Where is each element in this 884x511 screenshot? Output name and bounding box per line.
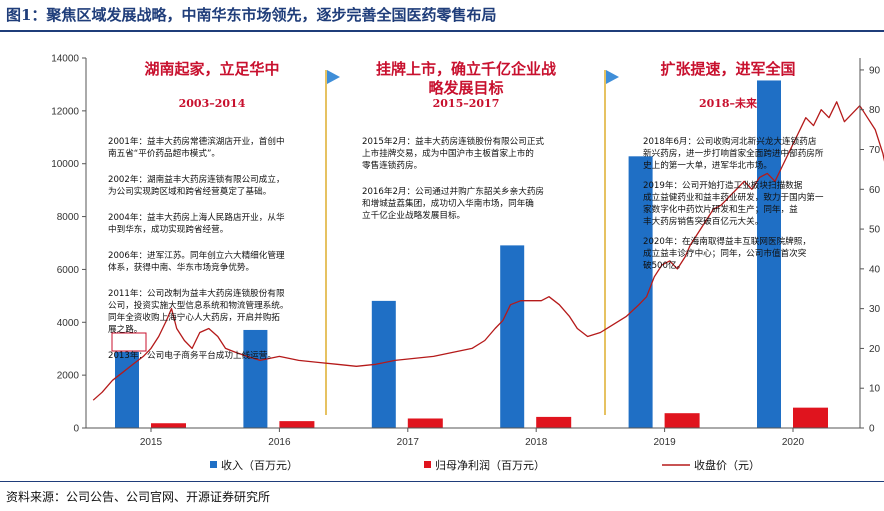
phase-1-note-4-line-1: 2006年：进军江苏。同年创立六大精细化管理 (108, 249, 285, 261)
phase-3-note-3-line-2: 成立益丰诊疗中心；同年，公司市值首次突 (643, 247, 807, 259)
phase-3-note-3-line-1: 2020年：在海南取得益丰互联网医院牌照， (643, 235, 811, 247)
net-profit-bar-2016 (279, 421, 315, 428)
phase-2-note-2-line-3: 立千亿企业战略发展目标。 (362, 209, 465, 221)
left-tick-label-7: 14000 (51, 54, 79, 65)
phase-1-note-5-line-4: 展之路。 (108, 323, 142, 335)
x-tick-label-2018: 2018 (525, 437, 548, 448)
legend-label-net-profit: 归母净利润（百万元） (435, 458, 545, 472)
legend-swatch-revenue (210, 461, 217, 468)
phase-1-note-4-line-2: 体系，获得中南、华东市场竞争优势。 (108, 261, 254, 273)
phase-range-1: 2003–2014 (179, 97, 246, 110)
right-tick-label-2: 20 (869, 344, 881, 355)
phase-1-note-1-line-2: 南五省“平价药品超市模式”。 (108, 147, 220, 159)
left-tick-label-5: 10000 (51, 159, 79, 170)
phase-1-note-2-line-1: 2002年：湖南益丰大药房连锁有限公司成立， (108, 173, 285, 185)
revenue-bar-2015 (115, 351, 139, 428)
phase-3-note-3-line-3: 破500亿。 (643, 259, 685, 271)
phase-3-note-2-line-4: 丰大药房销售突破百亿元大关。 (643, 215, 763, 227)
phase-annotations: 湖南起家，立足华中 2003–2014 挂牌上市，确立千亿企业战略发展目标2015–… (111, 60, 796, 415)
phase-1-note-5-line-2: 公司，投资实施大型信息系统和物流管理系统。 (108, 299, 288, 311)
net-profit-bar-2017 (407, 418, 443, 428)
net-profit-bar-2019 (664, 413, 700, 428)
source-divider (0, 481, 884, 482)
figure-title: 图1：聚焦区域发展战略，中南华东市场领先，逐步完善全国医药零售布局 (6, 6, 497, 24)
phase-flag-icon-2 (606, 70, 619, 84)
net-profit-bar-2015 (151, 423, 186, 428)
right-tick-label-0: 0 (869, 424, 875, 435)
right-tick-label-8: 80 (869, 105, 881, 116)
revenue-bar-2018 (500, 245, 525, 428)
left-tick-label-3: 6000 (57, 265, 80, 276)
phase-flag-icon-1 (327, 70, 340, 84)
phase-2-note-1-line-2: 上市挂牌交易，成为中国沪市主板首家上市的 (362, 147, 534, 159)
right-tick-label-1: 10 (869, 384, 881, 395)
x-tick-label-2015: 2015 (140, 437, 163, 448)
legend-swatch-net-profit (424, 461, 431, 468)
legend-label-price: 收盘价（元） (694, 458, 760, 472)
right-tick-label-3: 30 (869, 304, 881, 315)
right-tick-label-6: 60 (869, 185, 881, 196)
phase-title-2: 挂牌上市，确立千亿企业战 (376, 60, 556, 78)
net-profit-bar-2018 (536, 416, 572, 428)
phase-2-note-1-line-1: 2015年2月：益丰大药房连锁股份有限公司正式 (362, 135, 544, 147)
phase-title-line2-2: 略发展目标 (428, 79, 503, 97)
phase-title-1: 湖南起家，立足华中 (144, 60, 279, 78)
x-tick-label-2017: 2017 (397, 437, 420, 448)
price-line-layer (92, 101, 884, 401)
phase-range-3: 2018–未来 (699, 96, 758, 110)
title-divider (0, 30, 884, 32)
phase-2-note-1-line-3: 零售连锁药房。 (362, 159, 422, 171)
phase-3-note-1-line-3: 史上的第一大单，进军华北市场。 (643, 159, 772, 171)
right-tick-label-4: 40 (869, 264, 881, 275)
phase-range-2: 2015–2017 (433, 97, 500, 110)
x-tick-label-2020: 2020 (782, 437, 805, 448)
phase-2-note-2-line-1: 2016年2月：公司通过并购广东韶关乡亲大药房 (362, 185, 544, 197)
left-tick-label-1: 2000 (57, 371, 80, 382)
left-tick-label-2: 4000 (57, 318, 80, 329)
legend-label-revenue: 收入（百万元） (221, 458, 298, 472)
phase-3-note-1-line-2: 新兴药房，进一步打响首家全面跨进中部药房所 (643, 147, 824, 159)
phase-1-note-1-line-1: 2001年：益丰大药房常德滨湖店开业，首创中 (108, 135, 285, 147)
phase-2-note-2-line-2: 和增城益荔集团，成功切入华南市场，同年确 (362, 197, 534, 209)
phase-3-note-2-line-1: 2019年：公司开始打造工业板块扫描数据 (643, 179, 803, 191)
left-tick-label-0: 0 (73, 424, 79, 435)
x-tick-label-2016: 2016 (268, 437, 291, 448)
phase-1-note-5-line-3: 同年全资收购上海宁心人大药房，开启并购拓 (108, 311, 280, 323)
phase-1-note-6-line-1: 2013年：公司电子商务平台成功上线运营。 (108, 349, 276, 361)
right-tick-label-9: 90 (869, 65, 881, 76)
phase-3-note-1-line-1: 2018年6月：公司收购河北新兴龙大连锁药店 (643, 135, 817, 147)
phase-1-note-3-line-2: 中到华东，成功实现跨省经营。 (108, 223, 228, 235)
revenue-bar-2020 (757, 80, 781, 428)
left-tick-label-6: 12000 (51, 106, 79, 117)
phase-title-3: 扩张提速，进军全国 (660, 60, 795, 78)
left-tick-label-4: 8000 (57, 212, 80, 223)
right-tick-label-5: 50 (869, 225, 881, 236)
price-peak-highlight (111, 332, 147, 352)
phase-1-note-3-line-1: 2004年：益丰大药房上海人民路店开业，从华 (108, 211, 285, 223)
phase-3-note-2-line-2: 成立益健药业和益丰药业研发，致力于国内第一 (643, 191, 824, 203)
phase-1-note-2-line-2: 为公司实现跨区域和跨省经营奠定了基础。 (108, 185, 271, 197)
phase-1-note-5-line-1: 2011年：公司改制为益丰大药房连锁股份有限 (108, 287, 285, 299)
x-tick-label-2019: 2019 (653, 437, 676, 448)
source-note: 资料来源：公司公告、公司官网、开源证券研究所 (6, 490, 271, 504)
legend: 收入（百万元） 归母净利润（百万元） 收盘价（元） (210, 458, 760, 472)
right-tick-label-7: 70 (869, 145, 881, 156)
price-line (92, 101, 884, 401)
phase-3-note-2-line-3: 家数字化中药饮片研发和生产；同年，益 (643, 203, 798, 215)
net-profit-bar-2020 (793, 407, 828, 428)
revenue-bar-2016 (243, 329, 268, 428)
axes: 0 2000 4000 6000 8000 10000 12000 14000 0 10 20 30 4… (51, 54, 880, 449)
